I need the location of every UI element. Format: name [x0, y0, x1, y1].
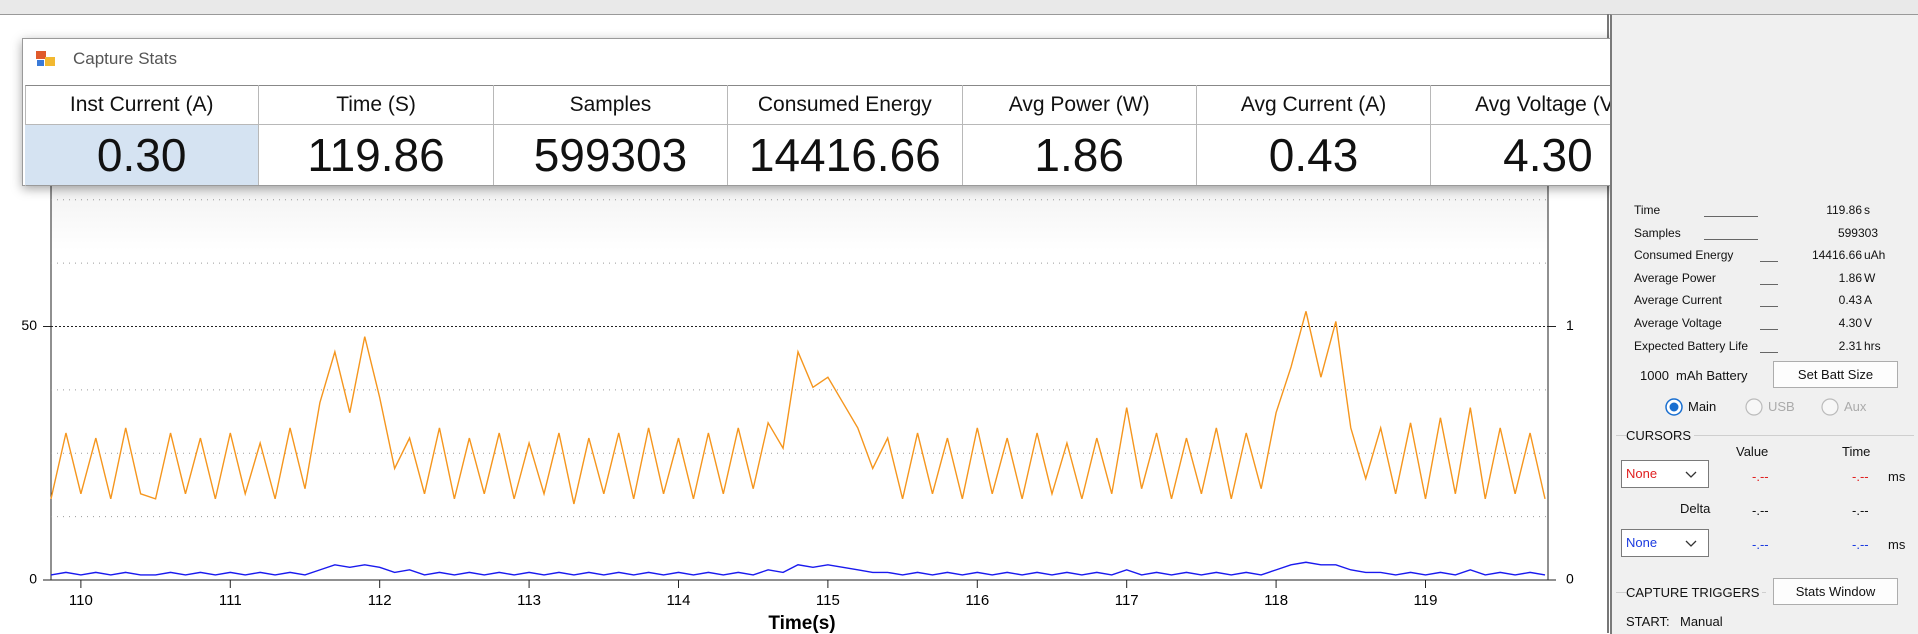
x-tick-label: 116	[965, 592, 989, 609]
value-header: Value	[1736, 444, 1769, 459]
dropdown-arrow	[1685, 540, 1697, 547]
stat-value: 2.31	[1838, 338, 1862, 353]
cursor2-select[interactable]: None	[1621, 529, 1709, 557]
stat-label: Expected Battery Life	[1634, 338, 1749, 353]
stat-unit: uAh	[1864, 248, 1886, 263]
stat-label: Average Voltage	[1634, 316, 1722, 330]
cursor1-select[interactable]: None	[1621, 460, 1709, 488]
stat-label: Time	[1634, 203, 1661, 217]
dropdown-arrow	[1685, 471, 1697, 478]
x-tick-label: 111	[219, 592, 242, 609]
y2-tick-label: 0	[1566, 571, 1574, 587]
column-value: 1.86	[963, 125, 1197, 185]
stat-leader	[1704, 238, 1758, 240]
stats-window-button[interactable]: Stats Window	[1773, 578, 1898, 605]
radio-label: Aux	[1844, 399, 1867, 414]
stat-value: 14416.66	[1811, 248, 1862, 263]
start-label: START:	[1626, 614, 1670, 629]
stat-unit: V	[1864, 316, 1873, 330]
column-header: Time (S)	[259, 85, 494, 125]
x-tick-label: 118	[1264, 592, 1288, 609]
stat-unit: A	[1864, 293, 1873, 308]
side-panel: 1000 mAh Battery Set Batt Size CURSORS V…	[1610, 14, 1918, 634]
x-tick-label: 110	[69, 592, 93, 609]
radio-button[interactable]	[1664, 397, 1684, 417]
x-tick-label: 113	[517, 592, 541, 609]
stat-leader	[1760, 261, 1778, 263]
stat-value: 0.43	[1838, 293, 1862, 308]
column-header: Inst Current (A)	[25, 85, 260, 125]
start-value: Manual	[1680, 614, 1723, 629]
cursor1-select-text: None	[1626, 466, 1658, 481]
stat-unit: hrs	[1864, 338, 1881, 353]
y2-tick-label: 1	[1566, 317, 1574, 333]
series-line	[50, 311, 1546, 505]
stat-leader	[1760, 351, 1778, 353]
stat-leader	[1760, 306, 1778, 308]
cursor2-value: -.--	[1752, 537, 1769, 552]
set-batt-button[interactable]: Set Batt Size	[1773, 361, 1898, 388]
column-value: 4.30	[1431, 125, 1666, 185]
stat-leader	[1760, 283, 1778, 285]
battery-size: 1000	[1640, 368, 1669, 383]
title-strip	[0, 0, 1918, 15]
stat-value: 119.86	[1826, 203, 1862, 217]
cursor1-time: -.--	[1852, 469, 1869, 484]
stat-value: 1.86	[1838, 270, 1862, 285]
radio-button[interactable]	[1744, 397, 1764, 417]
column-value: 0.43	[1197, 125, 1432, 185]
battery-unit: mAh Battery	[1676, 368, 1748, 383]
series-line	[50, 561, 1546, 576]
radio-ring	[1821, 398, 1839, 416]
cursors-title: CURSORS	[1626, 428, 1695, 443]
x-tick-label: 117	[1115, 592, 1139, 609]
stat-value: 4.30	[1838, 316, 1862, 330]
column-header: Consumed Energy	[728, 85, 963, 125]
column-value: 599303	[494, 125, 729, 185]
time-header: Time	[1842, 444, 1871, 459]
x-tick-label: 112	[368, 592, 392, 609]
cursor2-time: -.--	[1852, 537, 1869, 552]
stat-leader	[1704, 216, 1758, 217]
column-value: 119.86	[259, 125, 494, 185]
column-header: Avg Current (A)	[1196, 85, 1432, 125]
radio-dot	[1669, 402, 1679, 412]
column-value: 0.30	[25, 125, 260, 185]
stat-label: Consumed Energy	[1634, 248, 1734, 263]
delta-label: Delta	[1680, 501, 1711, 516]
x-tick-label: 115	[816, 592, 840, 609]
radio-ring	[1745, 398, 1763, 416]
cursor1-value: -.--	[1752, 469, 1769, 484]
column-header: Samples	[493, 85, 729, 125]
x-axis-title: Time(s)	[768, 613, 835, 633]
stat-label: Average Power	[1634, 270, 1716, 285]
y-tick-label: 50	[21, 317, 37, 333]
stat-unit: W	[1864, 270, 1876, 285]
cursor2-select-text: None	[1626, 535, 1658, 550]
x-tick-label: 119	[1414, 592, 1438, 609]
x-tick-label: 114	[667, 592, 691, 609]
cursor2-unit: ms	[1888, 537, 1906, 552]
dialog-title: Capture Stats	[73, 49, 177, 68]
delta-value: -.--	[1752, 503, 1769, 518]
stat-leader	[1760, 329, 1778, 330]
group-line	[1616, 435, 1914, 436]
stat-label: Samples	[1634, 225, 1681, 240]
stat-unit: s	[1864, 203, 1870, 217]
radio-label: USB	[1768, 399, 1795, 414]
radio-label: Main	[1688, 399, 1717, 414]
column-header: Avg Power (W)	[962, 85, 1197, 125]
dialog-icon	[36, 51, 55, 66]
radio-button[interactable]	[1820, 397, 1840, 417]
y-tick-label: 0	[29, 571, 37, 587]
delta-time: -.--	[1852, 503, 1869, 518]
column-value: 14416.66	[728, 125, 963, 185]
cursor1-unit: ms	[1888, 469, 1906, 484]
stat-value: 599303	[1837, 225, 1878, 240]
triggers-title: CAPTURE TRIGGERS	[1626, 585, 1763, 600]
stat-label: Average Current	[1634, 293, 1722, 308]
